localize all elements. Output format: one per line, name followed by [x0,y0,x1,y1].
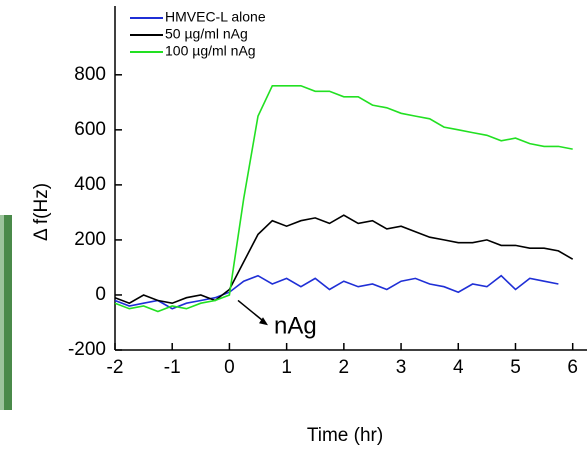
y-tick-label: -200 [68,339,106,360]
legend-label: 50 µg/ml nAg [165,26,248,42]
data-line [114,85,573,313]
x-tick-label: 2 [339,357,350,378]
legend-label: 100 µg/ml nAg [165,43,256,59]
x-tick-label: 6 [567,357,578,378]
x-axis-label: Time (hr) [307,425,383,446]
x-tick-label: 3 [396,357,407,378]
y-axis-label: Δ f(Hz) [31,183,52,241]
y-tick-label: 400 [74,174,106,195]
image-fragment [0,215,4,410]
x-tick-label: -2 [107,357,124,378]
x-tick-label: -1 [164,357,181,378]
annotation: nAg [274,313,317,340]
y-tick-label: 200 [74,229,106,250]
data-line [114,214,574,305]
x-tick-label: 4 [453,357,464,378]
annotation-arrowhead [259,317,268,326]
y-tick-label: 600 [74,119,106,140]
y-tick-label: 800 [74,64,106,85]
x-tick-label: 1 [281,357,292,378]
x-tick-label: 0 [224,357,235,378]
x-tick-label: 5 [510,357,521,378]
y-tick-label: 0 [95,284,106,305]
data-line [114,274,559,310]
annotation-arrow [237,299,267,324]
legend-label: HMVEC-L alone [165,9,266,25]
